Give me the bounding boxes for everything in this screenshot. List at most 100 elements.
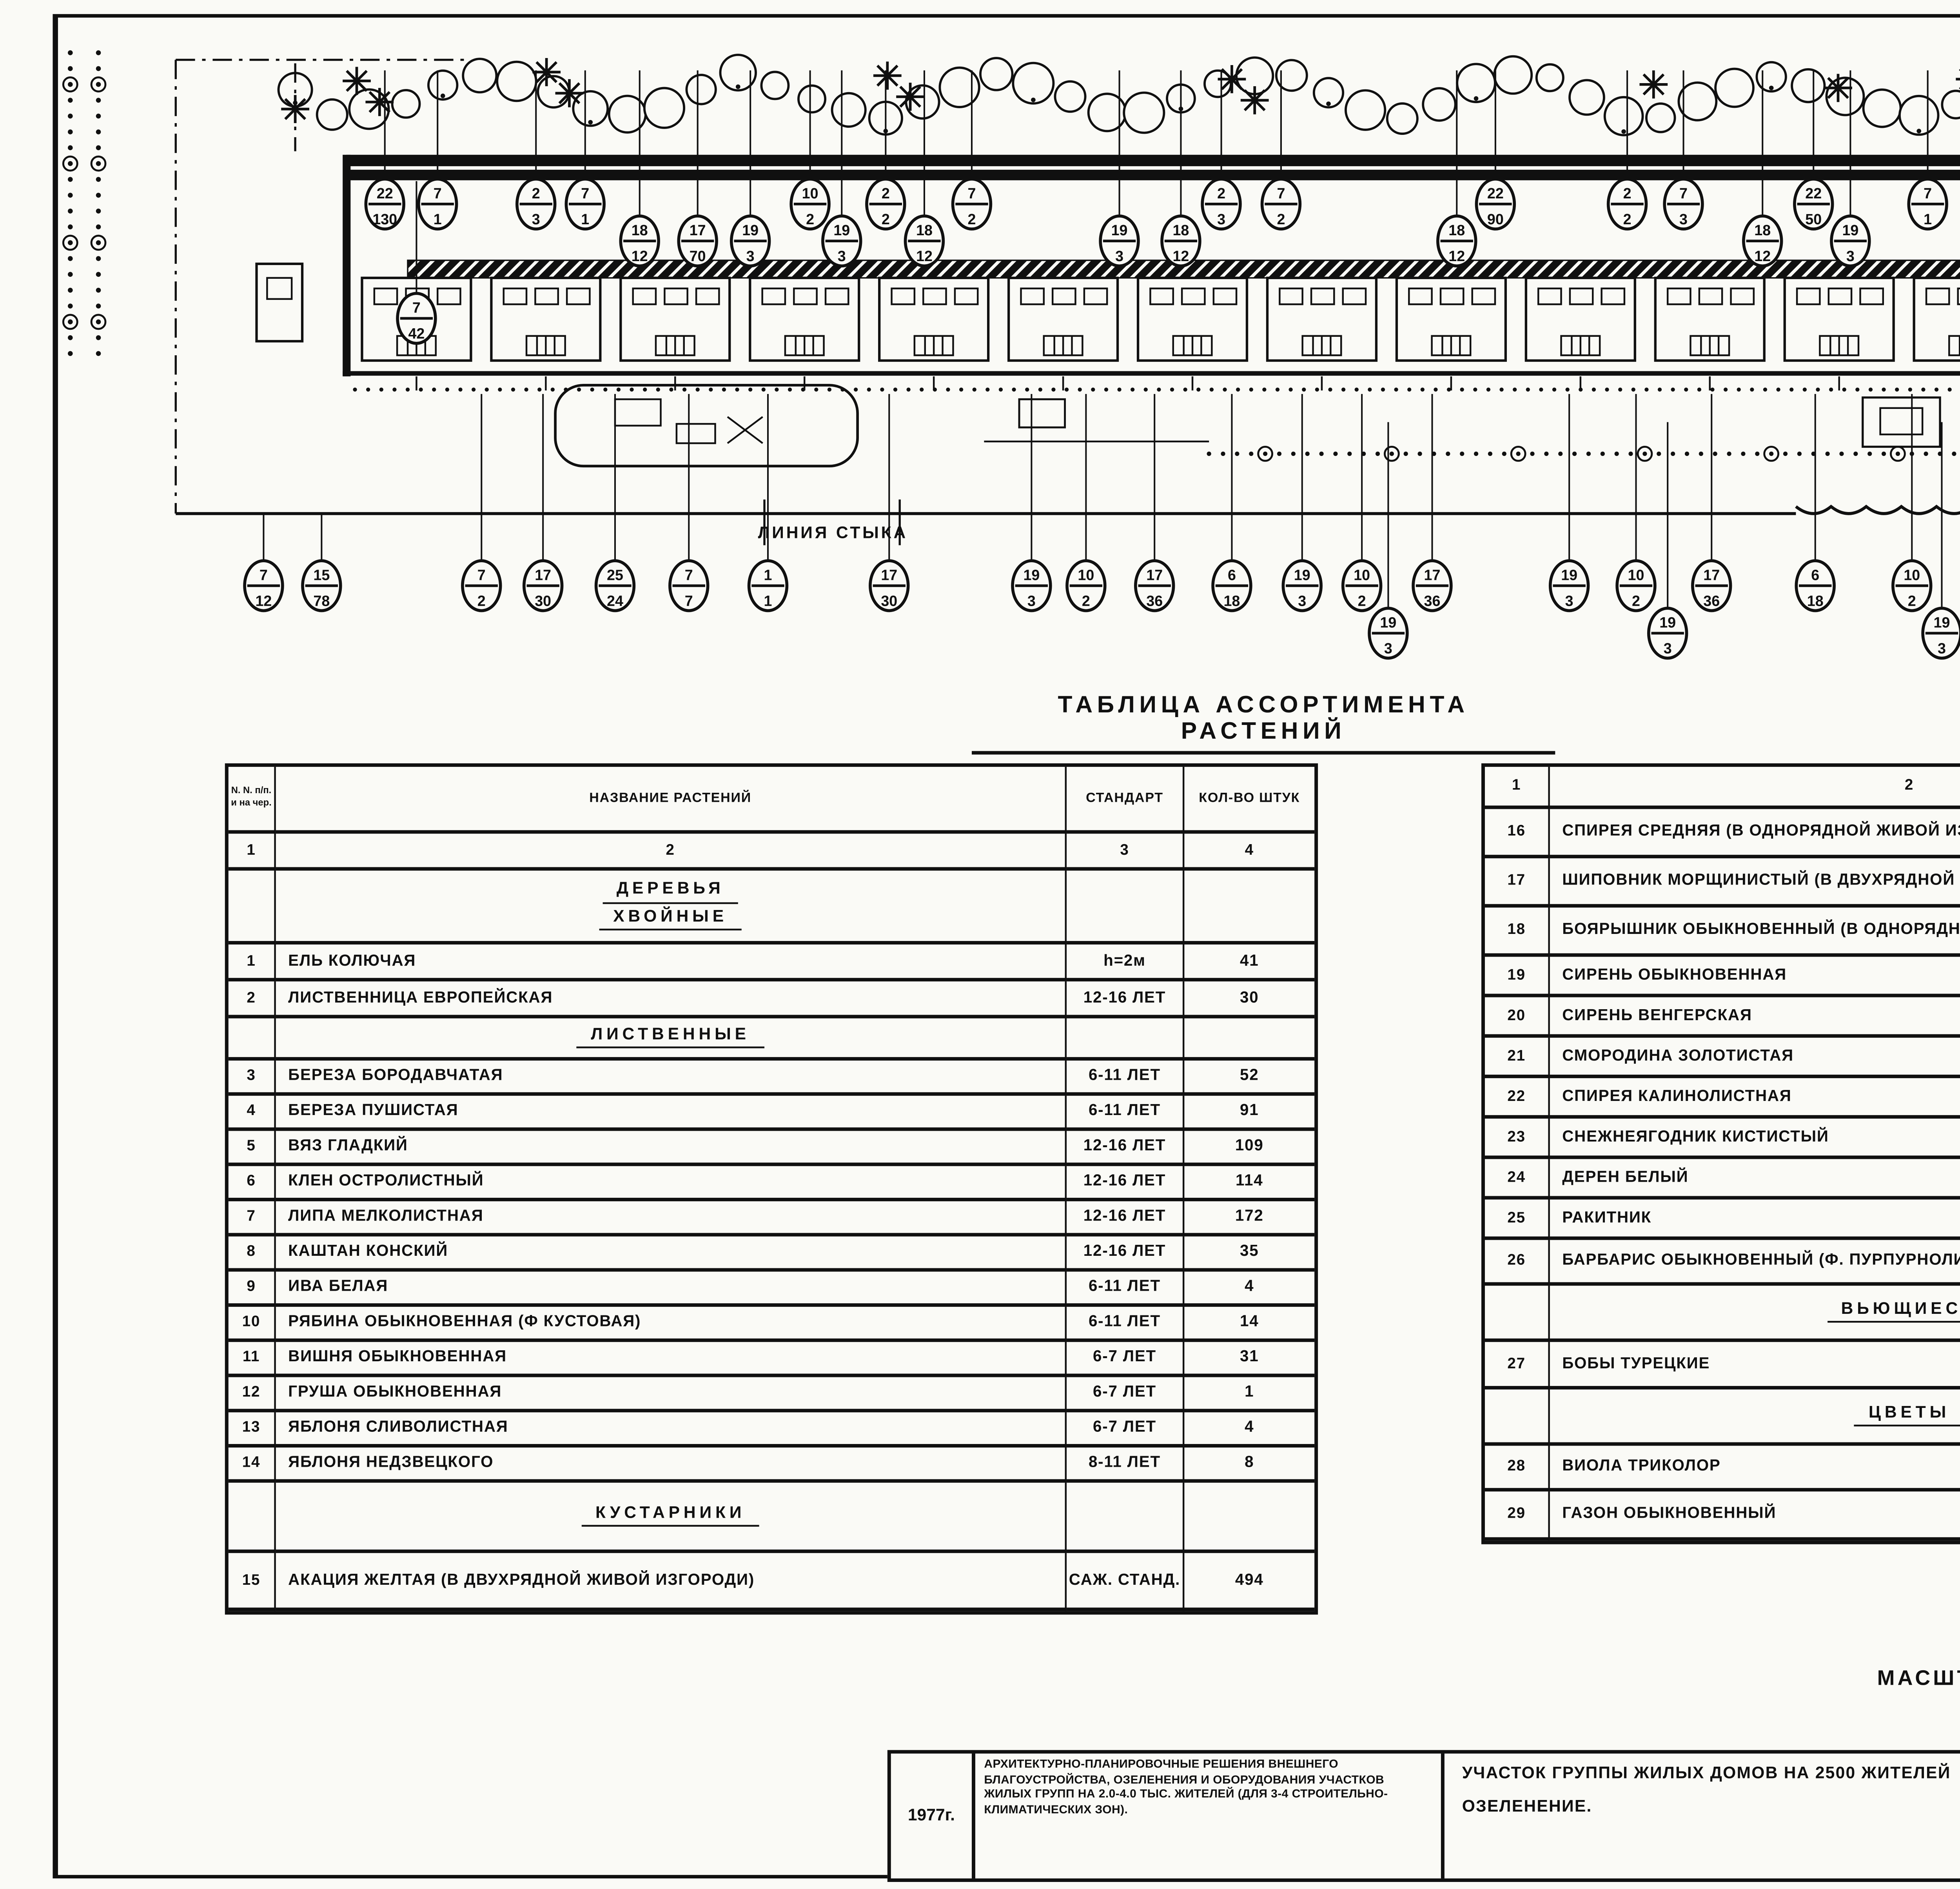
cell-no: 8 [228, 1236, 276, 1272]
tree-group-symbol [643, 87, 686, 129]
facade-hedge-dot [1579, 387, 1583, 392]
callout-species-number: 17 [535, 567, 551, 583]
building-north-wall [346, 154, 1960, 166]
conifer-star-icon [377, 99, 383, 105]
cell-std: 12-16 ЛЕТ [1067, 1236, 1185, 1272]
hedge-dot [96, 240, 101, 245]
cell-std: САЖ. СТАНД. [1067, 1553, 1185, 1611]
facade-hedge-dot [392, 387, 397, 392]
facade-hedge-dot [1196, 387, 1201, 392]
facade-hedge-dot [735, 387, 739, 392]
shrub-circle [62, 76, 78, 93]
hedge-dot [1460, 451, 1465, 456]
cell-no: 10 [228, 1307, 276, 1342]
hedge-dot [1446, 451, 1450, 456]
facade-hedge-dot [748, 387, 753, 392]
col-number: 4 [1184, 834, 1315, 871]
callout-species-number: 19 [1023, 567, 1040, 583]
cell-qty: 14 [1184, 1307, 1315, 1342]
callout-species-number: 2 [1217, 185, 1225, 202]
title-block-year: 1977г. [891, 1753, 975, 1879]
hedge-dot [1417, 451, 1422, 456]
facade-hedge-dot [1104, 387, 1109, 392]
cell-name: СИРЕНЬ ОБЫКНОВЕННАЯ [1550, 957, 1960, 997]
callout-species-number: 19 [1934, 614, 1950, 631]
tree-trunk-dot [1621, 129, 1626, 134]
bench [1018, 398, 1066, 429]
callout-species-number: 10 [1078, 567, 1094, 583]
tree-group-symbol [1645, 102, 1676, 133]
facade-hedge-dot [1763, 387, 1768, 392]
hedge-dot [1684, 451, 1690, 456]
junction-label: ЛИНИЯ СТЫКА [758, 523, 908, 542]
callout-species-number: 19 [1111, 222, 1128, 238]
hedge-dot [1839, 451, 1844, 456]
facade-hedge-dot [353, 387, 357, 392]
tree-group-symbol [1677, 81, 1718, 122]
hedge-dot [1699, 451, 1703, 456]
callout-quantity: 1 [764, 592, 772, 609]
hedge-dot [1305, 451, 1310, 456]
callout-species-number: 18 [1448, 222, 1465, 238]
section-title: КУСТАРНИКИ [581, 1504, 760, 1527]
facade-hedge-dot [1038, 387, 1042, 392]
facade-hedge-dot [1644, 387, 1649, 392]
facade-hedge-dot [1776, 387, 1780, 392]
cell-std: 6-11 ЛЕТ [1067, 1307, 1185, 1342]
apartment-module [1266, 276, 1378, 362]
facade-hedge-dot [893, 387, 898, 392]
section-cell-qty [1184, 1483, 1315, 1553]
building-north-wall [346, 169, 1960, 180]
facade-hedge-dot [1354, 387, 1359, 392]
callout-quantity: 3 [1565, 592, 1573, 609]
tree-group-symbol [1123, 91, 1165, 134]
module-window [1181, 287, 1206, 305]
callout-quantity: 1 [1924, 211, 1932, 227]
callout-quantity: 30 [881, 592, 897, 609]
facade-hedge-dot [1539, 387, 1543, 392]
facade-hedge-dot [405, 387, 410, 392]
col-number: 1 [1485, 766, 1550, 809]
callout-species-number: 7 [581, 185, 589, 202]
facade-hedge-dot [1223, 387, 1227, 392]
hedge-dot [96, 129, 101, 134]
module-window [1569, 287, 1594, 305]
callout-species-number: 25 [607, 567, 623, 583]
cell-qty: 172 [1184, 1201, 1315, 1237]
hedge-dot [96, 113, 101, 119]
module-window [793, 287, 818, 305]
facade-hedge-dot [1460, 387, 1464, 392]
facade-hedge-dot [1565, 387, 1570, 392]
facade-hedge-dot [1131, 387, 1135, 392]
callout-quantity: 2 [477, 592, 486, 609]
callout-species-number: 7 [1924, 185, 1932, 202]
section-title: ЛИСТВЕННЫЕ [577, 1025, 764, 1049]
hedge-dot [96, 335, 101, 340]
tree-group-symbol [391, 89, 421, 119]
facade-hedge-dot [643, 387, 647, 392]
callout-quantity: 70 [690, 248, 706, 264]
facade-hedge-dot [1868, 387, 1873, 392]
cell-name: КАШТАН КОНСКИЙ [276, 1236, 1067, 1272]
section-header: ЛИСТВЕННЫЕ [276, 1018, 1067, 1061]
cell-no: 20 [1485, 997, 1550, 1038]
callout-quantity: 36 [1703, 592, 1720, 609]
callout-quantity: 36 [1424, 592, 1441, 609]
apartment-module [1136, 276, 1249, 362]
building-outline [343, 154, 1960, 392]
tree-group-symbol [1755, 61, 1787, 93]
section-cell-std [1067, 1482, 1185, 1553]
tree-group-symbol [797, 84, 827, 114]
hedge-dot [1853, 451, 1858, 456]
cell-qty: 91 [1184, 1096, 1315, 1131]
tree-trunk-dot [1916, 129, 1922, 134]
callout-quantity: 78 [313, 592, 330, 609]
cell-qty: 1 [1184, 1377, 1315, 1413]
section-cell-left [228, 870, 276, 944]
callout-species-number: 19 [833, 222, 850, 238]
hedge-dot [68, 319, 73, 325]
facade-hedge-dot [1842, 387, 1846, 392]
col-header-std: СТАНДАРТ [1067, 766, 1185, 834]
facade-hedge-dot [1921, 387, 1926, 392]
cell-name: ВИШНЯ ОБЫКНОВЕННАЯ [276, 1342, 1067, 1377]
